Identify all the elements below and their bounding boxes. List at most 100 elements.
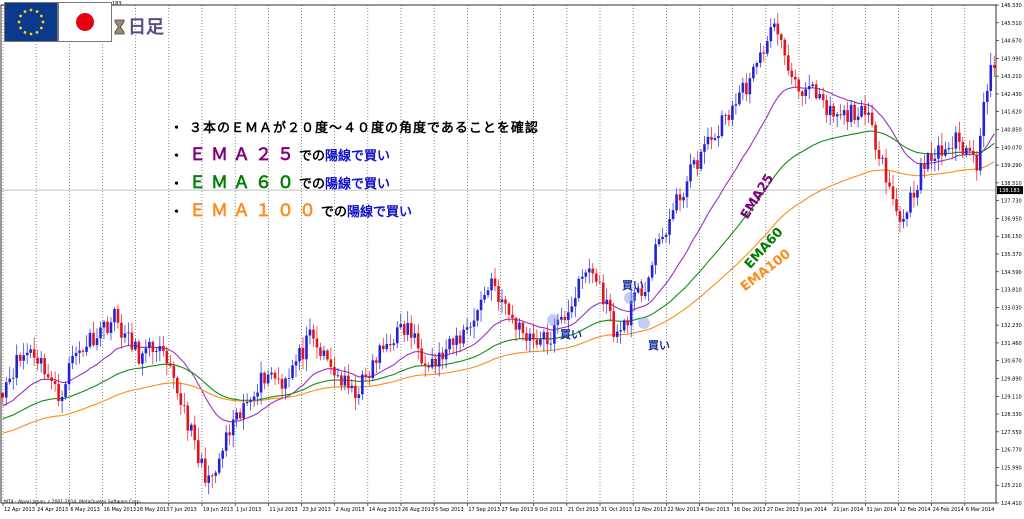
candle-down [612,311,616,337]
candle-down [877,149,881,159]
candle-up [947,148,951,150]
candle-up [766,41,769,54]
date-tick-label: 5 Sep 2013 [435,507,464,513]
date-tick-label: 31 Jan 2014 [866,507,896,513]
candle-up [469,326,472,328]
ema60-note-name: ＥＭＡ６０ [189,173,300,193]
candle-up [465,327,469,330]
candle-up [867,112,870,115]
candle-down [975,154,979,171]
candle-down [458,335,462,344]
candle-up [706,136,710,145]
candle-up [350,385,354,389]
candle-up [580,276,584,279]
candle-up [978,135,982,171]
candle-up [472,320,476,327]
candle-up [189,424,193,431]
date-tick-label: 2 Aug 2013 [336,507,365,513]
candle-up [773,23,776,28]
axes: 146.330 145.510 144.670 143.990 143.210 142.4… [0,3,1023,513]
candle-up [741,82,745,93]
date-tick-label: 7 Jun 2013 [170,507,197,513]
candle-up [235,412,238,420]
candle-up [615,331,619,337]
main-note: ３本のＥＭＡが２０度〜４０度の角度であることを確認 [189,121,539,136]
candle-down [951,148,954,149]
candle-up [654,244,657,266]
ema100-line [2,161,995,434]
candle-down [280,378,284,389]
ema60-line [2,130,995,420]
candle-up [127,332,130,334]
candle-down [106,321,109,333]
candle-down [53,381,57,385]
ema-lines [2,86,995,434]
buy-marker-icon [547,314,559,326]
candle-up [982,101,986,136]
candle-down [821,94,825,101]
date-tick-label: 9 Oct 2013 [535,507,563,513]
candle-down [354,385,357,398]
footer-note: MT4 - Alpari Japan, c 2001-2014, MetaQuo… [4,500,142,505]
japan-sun-icon [76,13,94,31]
candle-down [532,333,535,340]
candle-up [144,348,148,354]
candle-up [25,352,29,356]
price-tick-label: 144.670 [1001,39,1022,45]
date-tick-label: 1 Jul 2013 [236,507,261,513]
candle-up [675,194,678,211]
candle-down [420,348,423,364]
candle-up [699,151,703,169]
price-tick-label: 132.230 [1001,323,1022,329]
candle-down [874,124,877,150]
candle-up [881,157,884,159]
candle-up [713,137,717,140]
candle-up [818,94,821,99]
price-tick-label: 141.620 [1001,110,1022,116]
candle-up [856,116,860,121]
candle-down [608,299,612,312]
candle-up [909,192,912,213]
candle-up [231,419,235,436]
candle-down [591,268,595,274]
candle-up [989,65,993,91]
price-tick-label: 133.810 [1001,288,1022,294]
candle-down [57,384,60,402]
eu-star-icon [19,26,23,30]
candle-up [305,335,308,360]
candle-up [22,355,25,361]
price-tick-label: 126.770 [1001,448,1022,454]
candle-down [263,372,266,384]
candle-down [870,112,874,125]
candle-up [933,158,937,161]
candle-up [113,309,116,323]
candle-down [273,372,277,379]
candle-up [860,105,863,117]
candle-up [769,27,773,42]
bullet-icon: ・ [170,149,184,164]
candle-up [528,333,532,341]
price-tick-label: 128.330 [1001,412,1022,418]
japan-flag-icon [58,2,112,42]
candle-up [811,84,815,87]
candle-down [364,374,368,377]
candle-up [357,394,361,398]
price-tick-label: 129.110 [1001,394,1022,400]
candle-up [141,353,144,364]
candle-down [888,182,891,187]
candle-up [4,382,8,398]
date-tick-label: 16 May 2013 [104,507,137,513]
candle-down [427,365,430,368]
candle-up [738,92,741,105]
eu-star-icon [39,26,43,30]
candle-down [120,322,123,338]
date-tick-label: 26 Aug 2013 [402,507,434,513]
candle-up [902,218,905,222]
candle-down [18,354,22,361]
candle-down [504,299,507,304]
eu-star-icon [41,20,45,24]
price-tick-label: 131.460 [1001,341,1022,347]
candle-down [176,377,179,394]
